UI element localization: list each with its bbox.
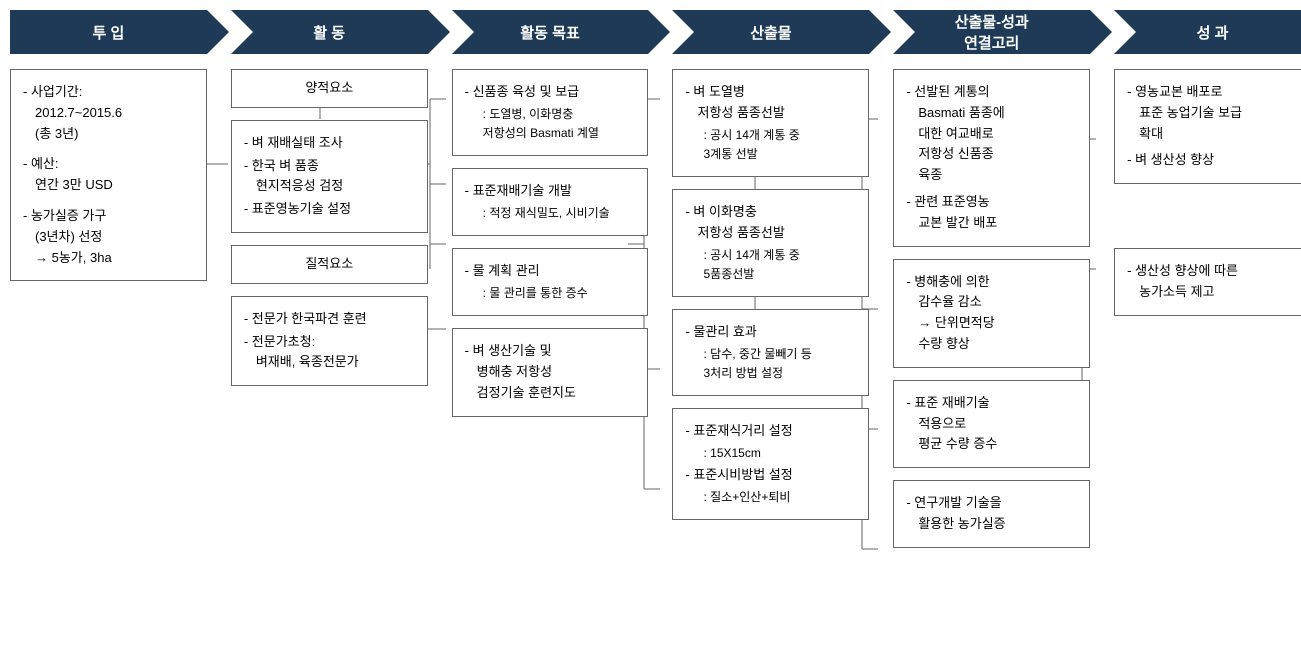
header-linkage: 산출물-성과 연결고리 <box>893 10 1090 54</box>
header-activity-goal: 활동 목표 <box>452 10 649 54</box>
goal-1-sub: : 도열병, 이화명충 저항성의 Basmati 계열 <box>465 105 636 143</box>
output-3-sub: : 담수, 중간 물빼기 등 3처리 방법 설정 <box>685 345 856 383</box>
linkage-2: - 병해충에 의한 감수율 감소 → 단위면적당 수량 향상 <box>906 272 1077 355</box>
header-output: 산출물 <box>672 10 869 54</box>
logic-model-diagram: 투 입 활 동 활동 목표 산출물 산출물-성과 연결고리 성 과 - 사업기간… <box>10 10 1301 548</box>
activity-quant-2: - 한국 벼 품종 현지적응성 검정 <box>244 156 415 198</box>
input-budget: - 예산: 연간 3만 USD <box>23 154 194 196</box>
activity-qual-1: - 전문가 한국파견 훈련 <box>244 309 415 330</box>
linkage-3: - 표준 재배기술 적용으로 평균 수량 증수 <box>906 393 1077 455</box>
goal-box-3: - 물 계획 관리 : 물 관리를 통한 증수 <box>452 248 649 316</box>
output-4-main1: - 표준재식거리 설정 <box>685 421 856 442</box>
activity-quant-title: 양적요소 <box>231 69 428 108</box>
col-activity: 양적요소 - 벼 재배실태 조사 - 한국 벼 품종 현지적응성 검정 - 표준… <box>231 69 428 386</box>
header-input: 투 입 <box>10 10 207 54</box>
output-4-sub2: : 질소+인산+퇴비 <box>685 488 856 507</box>
output-box-3: - 물관리 효과 : 담수, 중간 물빼기 등 3처리 방법 설정 <box>672 309 869 396</box>
outcome-box-2: - 생산성 향상에 따른 농가소득 제고 <box>1114 248 1301 316</box>
goal-box-2: - 표준재배기술 개발 : 적정 재식밀도, 시비기술 <box>452 168 649 236</box>
goal-1-main: - 신품종 육성 및 보급 <box>465 82 636 103</box>
goal-box-1: - 신품종 육성 및 보급 : 도열병, 이화명충 저항성의 Basmati 계… <box>452 69 649 156</box>
header-activity: 활 동 <box>231 10 428 54</box>
col-linkage: - 선발된 계통의 Basmati 품종에 대한 여교배로 저항성 신품종 육종… <box>893 69 1090 548</box>
output-box-4: - 표준재식거리 설정 : 15X15cm - 표준시비방법 설정 : 질소+인… <box>672 408 869 520</box>
goal-2-main: - 표준재배기술 개발 <box>465 181 636 202</box>
linkage-1a: - 선발된 계통의 Basmati 품종에 대한 여교배로 저항성 신품종 육종 <box>906 82 1077 186</box>
goal-3-main: - 물 계획 관리 <box>465 261 636 282</box>
goal-3-sub: : 물 관리를 통한 증수 <box>465 284 636 303</box>
activity-quant-1: - 벼 재배실태 조사 <box>244 133 415 154</box>
outcome-2: - 생산성 향상에 따른 농가소득 제고 <box>1127 261 1298 303</box>
outcome-1a: - 영농교본 배포로 표준 농업기술 보급 확대 <box>1127 82 1298 144</box>
output-2-main: - 벼 이화명충 저항성 품종선발 <box>685 202 856 244</box>
linkage-box-1: - 선발된 계통의 Basmati 품종에 대한 여교배로 저항성 신품종 육종… <box>893 69 1090 247</box>
activity-quant-box: - 벼 재배실태 조사 - 한국 벼 품종 현지적응성 검정 - 표준영농기술 … <box>231 120 428 233</box>
linkage-box-4: - 연구개발 기술을 활용한 농가실증 <box>893 480 1090 548</box>
header-row: 투 입 활 동 활동 목표 산출물 산출물-성과 연결고리 성 과 <box>10 10 1301 54</box>
outcome-box-1: - 영농교본 배포로 표준 농업기술 보급 확대 - 벼 생산성 향상 <box>1114 69 1301 184</box>
col-output: - 벼 도열병 저항성 품종선발 : 공시 14개 계통 중 3계통 선발 - … <box>672 69 869 520</box>
linkage-box-2: - 병해충에 의한 감수율 감소 → 단위면적당 수량 향상 <box>893 259 1090 368</box>
goal-box-4: - 벼 생산기술 및 병해충 저항성 검정기술 훈련지도 <box>452 328 649 416</box>
linkage-4: - 연구개발 기술을 활용한 농가실증 <box>906 493 1077 535</box>
columns: - 사업기간: 2012.7~2015.6 (총 3년) - 예산: 연간 3만… <box>10 69 1301 548</box>
input-box: - 사업기간: 2012.7~2015.6 (총 3년) - 예산: 연간 3만… <box>10 69 207 281</box>
outcome-1b: - 벼 생산성 향상 <box>1127 150 1298 171</box>
goal-2-sub: : 적정 재식밀도, 시비기술 <box>465 204 636 223</box>
input-farms: - 농가실증 가구 (3년차) 선정 → 5농가, 3ha <box>23 206 194 268</box>
col-activity-goal: - 신품종 육성 및 보급 : 도열병, 이화명충 저항성의 Basmati 계… <box>452 69 649 417</box>
output-box-1: - 벼 도열병 저항성 품종선발 : 공시 14개 계통 중 3계통 선발 <box>672 69 869 177</box>
linkage-box-3: - 표준 재배기술 적용으로 평균 수량 증수 <box>893 380 1090 468</box>
output-4-main2: - 표준시비방법 설정 <box>685 465 856 486</box>
activity-qual-title: 질적요소 <box>231 245 428 284</box>
col-outcome: - 영농교본 배포로 표준 농업기술 보급 확대 - 벼 생산성 향상 - 생산… <box>1114 69 1301 316</box>
output-3-main: - 물관리 효과 <box>685 322 856 343</box>
activity-quant-3: - 표준영농기술 설정 <box>244 199 415 220</box>
output-2-sub: : 공시 14개 계통 중 5품종선발 <box>685 246 856 284</box>
goal-4: - 벼 생산기술 및 병해충 저항성 검정기술 훈련지도 <box>465 341 636 403</box>
output-box-2: - 벼 이화명충 저항성 품종선발 : 공시 14개 계통 중 5품종선발 <box>672 189 869 297</box>
col-input: - 사업기간: 2012.7~2015.6 (총 3년) - 예산: 연간 3만… <box>10 69 207 281</box>
activity-qual-2: - 전문가초청: 벼재배, 육종전문가 <box>244 332 415 374</box>
output-1-sub: : 공시 14개 계통 중 3계통 선발 <box>685 126 856 164</box>
header-outcome: 성 과 <box>1114 10 1301 54</box>
input-period: - 사업기간: 2012.7~2015.6 (총 3년) <box>23 82 194 144</box>
output-1-main: - 벼 도열병 저항성 품종선발 <box>685 82 856 124</box>
activity-qual-box: - 전문가 한국파견 훈련 - 전문가초청: 벼재배, 육종전문가 <box>231 296 428 386</box>
output-4-sub1: : 15X15cm <box>685 444 856 463</box>
linkage-1b: - 관련 표준영농 교본 발간 배포 <box>906 192 1077 234</box>
